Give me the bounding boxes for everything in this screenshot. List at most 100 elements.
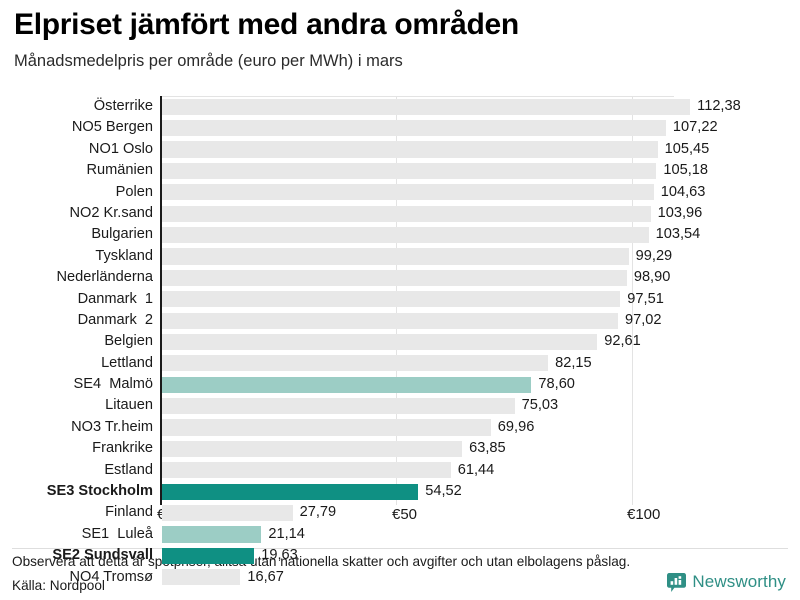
table-row: NO4 Tromsø 16,67: [0, 567, 800, 588]
bar-fill: [162, 333, 598, 351]
bar-value-label: 105,18: [663, 162, 708, 179]
bar-value-label: 16,67: [247, 568, 284, 585]
category-label: Danmark 2: [77, 311, 153, 328]
footer-source: Källa: Nordpool: [12, 578, 105, 593]
table-row: Bulgarien 103,54: [0, 224, 800, 245]
x-tick-label: €100: [627, 506, 661, 523]
bar-value-label: 103,54: [655, 226, 701, 243]
bar-value-label: 82,15: [555, 354, 592, 371]
page-title: Elpriset jämfört med andra områden: [14, 8, 519, 41]
plot-area: Österrike 112,38 NO5 Bergen 107,22 NO1 Oslo 1…: [0, 94, 800, 586]
table-row: Lettland 82,15: [0, 353, 800, 374]
category-label: Finland: [105, 504, 153, 521]
category-label: Danmark 1: [77, 290, 153, 307]
bar-value-label: 21,14: [268, 525, 305, 542]
bar-fill: [162, 462, 451, 479]
category-label: SE3 Stockholm: [46, 483, 153, 500]
bar-fill: [162, 376, 532, 393]
bar: [162, 248, 629, 265]
bar-fill: [162, 398, 515, 415]
bar-value-label: 78,60: [538, 376, 575, 393]
gridline-100: [632, 96, 633, 505]
category-label: Polen: [115, 183, 153, 200]
chart-header: Elpriset jämfört med andra områden Månad…: [14, 8, 786, 71]
category-label: SE1 Luleå: [81, 525, 153, 542]
category-label: SE2 Sundsvall: [52, 547, 153, 564]
bar-fill: [162, 141, 658, 158]
table-row: Danmark 1 97,51: [0, 289, 800, 310]
table-row: Litauen 75,03: [0, 395, 800, 416]
table-row: Belgien 92,61: [0, 331, 800, 352]
bar-fill: [162, 419, 491, 436]
category-label: NO2 Kr.sand: [69, 204, 153, 221]
category-label: Nederländerna: [56, 269, 153, 286]
category-label: NO1 Oslo: [88, 140, 153, 157]
bar: [162, 269, 627, 286]
bar-value-label: 104,63: [660, 183, 706, 200]
category-label: Tyskland: [95, 247, 153, 264]
table-row: Rumänien 105,18: [0, 160, 800, 181]
bar: [162, 119, 666, 137]
bar: [162, 462, 451, 479]
bar-value-label: 97,51: [627, 290, 664, 307]
bar-fill: [162, 162, 657, 179]
chart-subtitle: Månadsmedelpris per område (euro per MWh…: [14, 51, 403, 70]
bar-value-label: 105,45: [664, 140, 710, 157]
bar-value-label: 103,96: [657, 204, 703, 221]
bar-fill: [162, 355, 549, 372]
category-label: NO3 Tr.heim: [71, 418, 153, 435]
bar-chart-bubble-icon: [667, 572, 687, 592]
bar: [162, 547, 255, 564]
x-tick-label: €50: [392, 506, 418, 523]
bar: [162, 483, 419, 500]
bar-value-label: 75,03: [521, 397, 559, 414]
table-row: SE3 Stockholm 54,52: [0, 481, 800, 502]
bar-value-label: 92,61: [604, 333, 641, 350]
bar-fill: [162, 526, 262, 543]
bar-fill: [162, 440, 463, 458]
bar: [162, 419, 491, 436]
bar: [162, 184, 654, 201]
table-row: Danmark 2 97,02: [0, 310, 800, 331]
table-row: Finland 27,79: [0, 502, 800, 523]
table-row: Tyskland 99,29: [0, 246, 800, 267]
table-row: Estland 61,44: [0, 460, 800, 481]
bar: [162, 440, 463, 458]
table-row: Österrike 112,38: [0, 96, 800, 117]
category-label: Bulgarien: [91, 226, 153, 243]
category-label: Frankrike: [92, 440, 153, 457]
bar-value-label: 27,79: [299, 504, 337, 521]
bar-value-label: 69,96: [497, 418, 535, 435]
bar-fill: [162, 205, 651, 222]
bar: [162, 162, 657, 179]
table-row: Polen 104,63: [0, 182, 800, 203]
bar-fill: [162, 291, 621, 308]
bar: [162, 98, 691, 115]
category-label: Österrike: [93, 98, 153, 114]
brand-name: Newsworthy: [692, 572, 786, 591]
table-row: NO1 Oslo 105,45: [0, 139, 800, 160]
bar: [162, 526, 262, 543]
bar: [162, 312, 618, 329]
bar: [162, 355, 549, 372]
bar-value-label: 63,85: [469, 440, 506, 457]
bar: [162, 141, 658, 158]
table-row: SE2 Sundsvall 19,63: [0, 545, 800, 566]
bar-fill: [162, 312, 618, 329]
bar-value-label: 99,29: [635, 247, 673, 264]
category-label: NO5 Bergen: [71, 119, 153, 136]
bar-value-label: 98,90: [633, 269, 671, 286]
bar-fill: [162, 248, 629, 265]
bar-value-label: 19,63: [261, 547, 298, 564]
bar: [162, 505, 293, 522]
bar-fill: [162, 505, 293, 522]
table-row: SE4 Malmö 78,60: [0, 374, 800, 395]
bar-value-label: 61,44: [457, 461, 495, 478]
bar-fill: [162, 98, 691, 115]
bar: [162, 376, 532, 393]
bar-rows: Österrike 112,38 NO5 Bergen 107,22 NO1 Oslo 1…: [0, 96, 800, 588]
table-row: NO3 Tr.heim 69,96: [0, 417, 800, 438]
bar-fill: [162, 119, 666, 137]
newsworthy-logo: Newsworthy: [667, 572, 786, 592]
